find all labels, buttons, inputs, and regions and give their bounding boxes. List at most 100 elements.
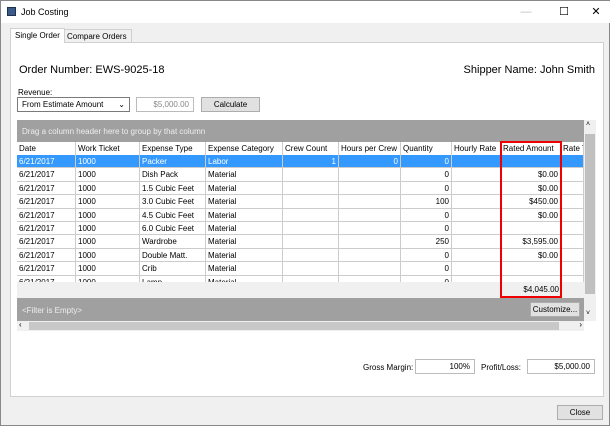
vertical-scrollbar[interactable]: ˄ ˅ — [584, 120, 596, 321]
table-cell[interactable] — [283, 181, 339, 195]
table-cell[interactable]: 1000 — [76, 235, 140, 249]
table-cell[interactable]: Dish Pack — [140, 168, 206, 182]
customize-button[interactable]: Customize... — [530, 302, 580, 317]
minimize-button[interactable]: — — [520, 6, 532, 18]
tab-compare-orders[interactable]: Compare Orders — [62, 29, 132, 43]
table-cell[interactable]: Material — [206, 221, 283, 235]
column-header[interactable]: Rate T — [561, 142, 584, 155]
table-cell[interactable]: Material — [206, 208, 283, 222]
table-cell[interactable] — [561, 168, 584, 182]
table-cell[interactable]: Material — [206, 235, 283, 249]
table-cell[interactable] — [283, 262, 339, 276]
table-row[interactable]: 6/21/2017 1000 Packer Labor 1 0 0 — [17, 155, 584, 169]
table-cell[interactable] — [339, 221, 401, 235]
table-cell[interactable] — [452, 195, 501, 209]
revenue-amount-field[interactable]: $5,000.00 — [136, 97, 194, 112]
table-cell[interactable]: Packer — [140, 155, 206, 168]
table-cell[interactable] — [339, 275, 401, 282]
table-cell[interactable] — [339, 181, 401, 195]
table-cell[interactable] — [283, 195, 339, 209]
scroll-right-icon[interactable]: › — [579, 320, 582, 329]
table-cell[interactable]: Labor — [206, 155, 283, 168]
table-cell[interactable]: 1000 — [76, 221, 140, 235]
table-cell[interactable]: 6/21/2017 — [17, 208, 76, 222]
group-by-panel[interactable]: Drag a column header here to group by th… — [22, 127, 206, 136]
table-cell[interactable]: 1000 — [76, 155, 140, 168]
table-cell[interactable]: 6/21/2017 — [17, 195, 76, 209]
table-cell[interactable]: Material — [206, 181, 283, 195]
table-cell[interactable]: 6/21/2017 — [17, 262, 76, 276]
table-cell[interactable] — [561, 181, 584, 195]
table-cell[interactable] — [452, 235, 501, 249]
table-cell[interactable]: Crib — [140, 262, 206, 276]
table-cell[interactable] — [339, 235, 401, 249]
table-cell[interactable]: 0 — [401, 275, 452, 282]
table-row[interactable]: 6/21/2017 1000 Wardrobe Material 250 $3,595.0… — [17, 235, 584, 249]
table-row[interactable]: 6/21/20171000LampMaterial 0 — [17, 275, 584, 282]
table-cell[interactable]: 6/21/2017 — [17, 221, 76, 235]
table-cell[interactable]: 0 — [401, 155, 452, 168]
table-row[interactable]: 6/21/2017 1000 1.5 Cubic Feet Material 0 $0.0… — [17, 181, 584, 196]
table-cell[interactable] — [339, 195, 401, 209]
table-cell[interactable] — [452, 155, 501, 168]
table-cell[interactable] — [283, 208, 339, 222]
table-cell[interactable]: 100 — [401, 195, 452, 209]
column-header[interactable]: Work Ticket — [76, 142, 140, 155]
table-cell[interactable]: Material — [206, 168, 283, 182]
table-cell[interactable] — [561, 208, 584, 222]
table-cell[interactable]: 0 — [339, 155, 401, 168]
table-cell[interactable]: 1000 — [76, 168, 140, 182]
table-cell[interactable]: 1.5 Cubic Feet — [140, 181, 206, 195]
table-cell[interactable]: 6/21/2017 — [17, 181, 76, 195]
table-cell[interactable] — [561, 195, 584, 209]
table-cell[interactable]: Material — [206, 262, 283, 276]
scroll-up-icon[interactable]: ˄ — [586, 121, 591, 128]
table-row[interactable]: 6/21/2017 1000 Dish Pack Material 0 $0.00 — [17, 168, 584, 182]
profit-loss-field[interactable]: $5,000.00 — [527, 359, 595, 374]
table-cell[interactable]: Double Matt. — [140, 248, 206, 262]
table-cell[interactable] — [283, 168, 339, 182]
maximize-button[interactable]: ☐ — [559, 6, 569, 18]
column-header[interactable]: Quantity — [401, 142, 452, 155]
calculate-button[interactable]: Calculate — [201, 97, 260, 112]
column-header[interactable]: Crew Count — [283, 142, 339, 155]
column-header[interactable]: Expense Category — [206, 142, 283, 155]
table-cell[interactable] — [339, 168, 401, 182]
table-cell[interactable] — [452, 248, 501, 262]
table-cell[interactable] — [283, 248, 339, 262]
table-cell[interactable] — [339, 262, 401, 276]
column-header[interactable]: Hours per Crew — [339, 142, 401, 155]
table-cell[interactable]: 6/21/2017 — [17, 155, 76, 168]
table-cell[interactable]: 1000 — [76, 262, 140, 276]
table-cell[interactable]: 1000 — [76, 195, 140, 209]
table-cell[interactable]: 1000 — [76, 275, 140, 282]
table-cell[interactable]: 3.0 Cubic Feet — [140, 195, 206, 209]
scroll-down-icon[interactable]: ˅ — [586, 310, 591, 317]
close-window-button[interactable]: ✕ — [591, 6, 601, 18]
table-cell[interactable]: Material — [206, 195, 283, 209]
table-cell[interactable]: Lamp — [140, 275, 206, 282]
table-cell[interactable]: 4.5 Cubic Feet — [140, 208, 206, 222]
table-cell[interactable]: 0 — [401, 208, 452, 222]
revenue-source-select[interactable]: From Estimate Amount ⌄ — [17, 97, 130, 112]
table-cell[interactable]: 0 — [401, 262, 452, 276]
table-row[interactable]: 6/21/2017 1000 4.5 Cubic Feet Material 0 $0.0… — [17, 208, 584, 222]
table-cell[interactable] — [561, 221, 584, 235]
table-cell[interactable]: 1 — [283, 155, 339, 168]
table-cell[interactable] — [452, 221, 501, 235]
table-cell[interactable]: 6.0 Cubic Feet — [140, 221, 206, 235]
table-row[interactable]: 6/21/2017 1000 6.0 Cubic Feet Material 0 — [17, 221, 584, 236]
horizontal-scrollbar[interactable]: ‹ › — [17, 320, 584, 331]
table-cell[interactable] — [452, 168, 501, 182]
table-row[interactable]: 6/21/2017 1000 Double Matt. Material 0 $0.00 — [17, 248, 584, 263]
column-header[interactable]: Date — [17, 142, 76, 155]
table-cell[interactable] — [561, 235, 584, 249]
table-cell[interactable] — [283, 235, 339, 249]
tab-single-order[interactable]: Single Order — [10, 28, 65, 43]
table-cell[interactable]: 1000 — [76, 248, 140, 262]
table-cell[interactable]: 0 — [401, 221, 452, 235]
scroll-thumb[interactable] — [585, 134, 595, 294]
table-cell[interactable]: 250 — [401, 235, 452, 249]
table-cell[interactable] — [283, 221, 339, 235]
table-cell[interactable] — [283, 275, 339, 282]
